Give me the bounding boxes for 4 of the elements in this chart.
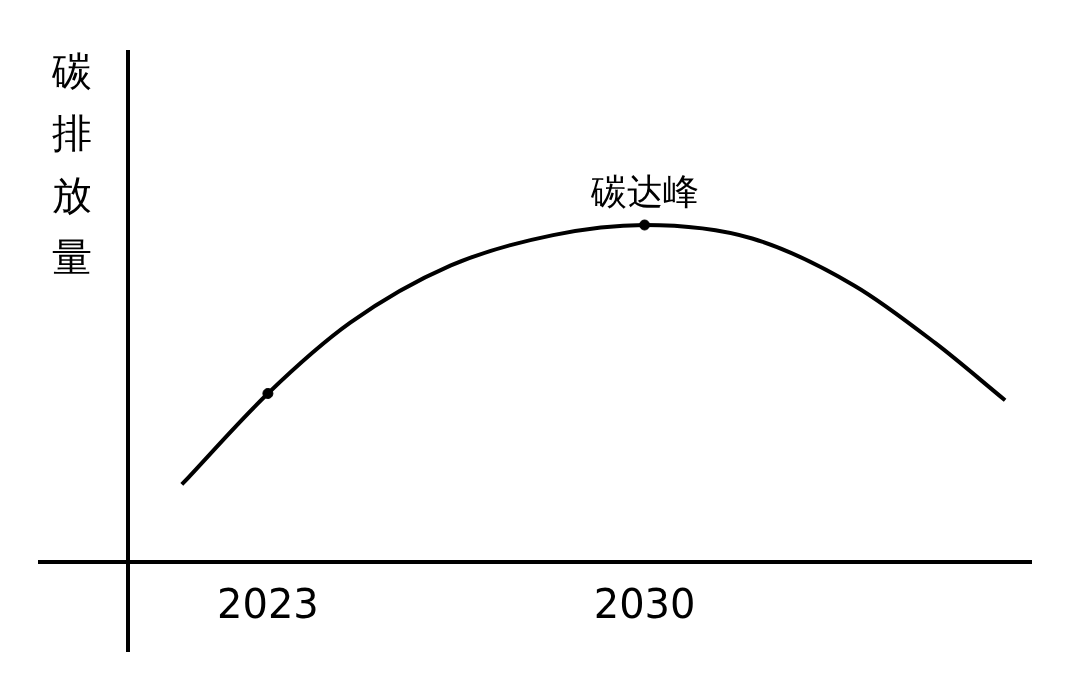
x-tick-label: 2023 — [217, 581, 319, 628]
x-tick-label: 2030 — [593, 581, 696, 628]
annotation: 碳达峰 — [589, 171, 699, 213]
y-axis-title: 碳排放量 — [51, 48, 92, 281]
